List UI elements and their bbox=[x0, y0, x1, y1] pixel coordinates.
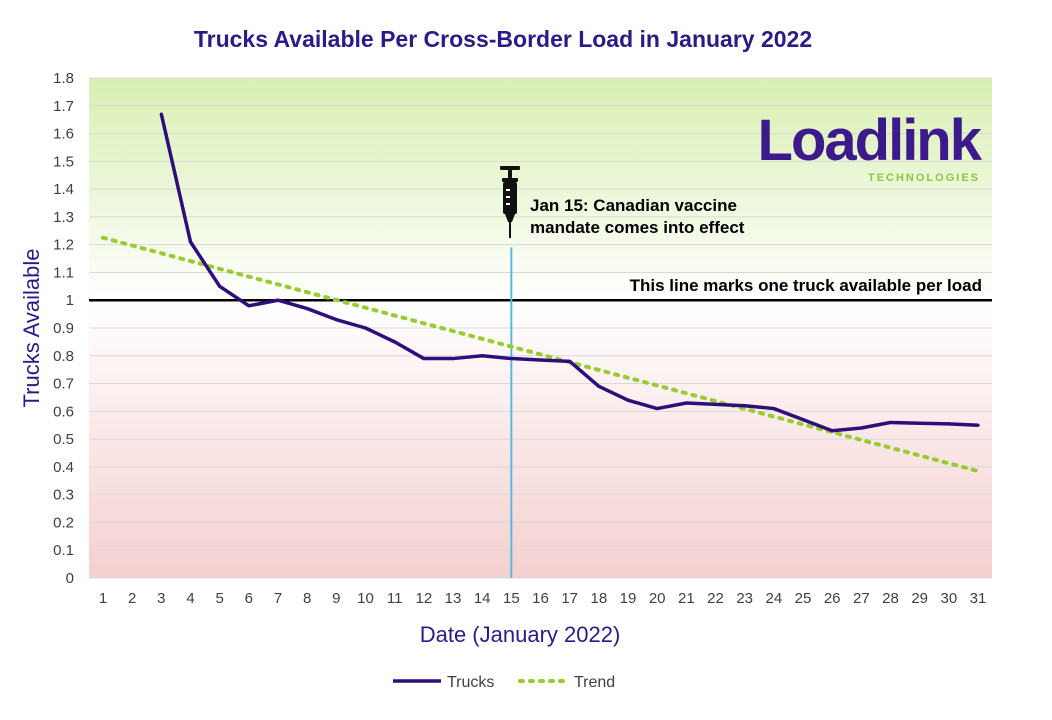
x-tick-label: 19 bbox=[620, 590, 637, 607]
reference-line-label: This line marks one truck available per … bbox=[630, 276, 982, 295]
y-tick-label: 0 bbox=[66, 570, 74, 587]
y-tick-label: 0.7 bbox=[53, 376, 74, 393]
x-tick-label: 26 bbox=[824, 590, 841, 607]
y-tick-label: 1.1 bbox=[53, 264, 74, 281]
x-tick-label: 8 bbox=[303, 590, 311, 607]
x-tick-label: 17 bbox=[561, 590, 578, 607]
x-tick-label: 6 bbox=[245, 590, 253, 607]
trucks-data-point bbox=[363, 326, 368, 330]
trucks-data-point bbox=[159, 112, 163, 116]
x-tick-label: 21 bbox=[678, 590, 695, 607]
trucks-data-point bbox=[188, 240, 193, 244]
trucks-data-point bbox=[597, 384, 601, 388]
x-tick-label: 7 bbox=[274, 590, 282, 607]
y-tick-label: 1.7 bbox=[53, 98, 74, 115]
x-tick-label: 12 bbox=[415, 590, 432, 607]
y-tick-label: 0.4 bbox=[53, 459, 74, 476]
x-tick-label: 10 bbox=[357, 590, 374, 607]
trucks-data-point bbox=[743, 404, 747, 408]
y-axis-ticks: 0 0.1 0.2 0.3 0.4 0.5 0.6 0.7 0.8 0.9 1 1.1 1.2 1.3 1.… bbox=[53, 70, 74, 587]
y-tick-label: 0.8 bbox=[53, 348, 74, 365]
y-tick-label: 1.5 bbox=[53, 153, 74, 170]
trucks-data-point bbox=[334, 318, 338, 322]
x-tick-label: 18 bbox=[590, 590, 607, 607]
trucks-data-point bbox=[830, 429, 834, 433]
y-axis-title: Trucks Available bbox=[19, 249, 44, 408]
y-tick-label: 1.3 bbox=[53, 209, 74, 226]
y-tick-label: 0.5 bbox=[53, 431, 74, 448]
trucks-data-point bbox=[247, 304, 251, 308]
x-tick-label: 5 bbox=[215, 590, 223, 607]
trucks-data-point bbox=[684, 401, 688, 405]
trucks-data-point bbox=[888, 420, 893, 425]
trucks-data-point bbox=[393, 340, 397, 344]
trucks-data-point bbox=[655, 406, 659, 411]
trucks-points bbox=[159, 112, 980, 433]
y-tick-label: 0.6 bbox=[53, 403, 74, 420]
x-tick-label: 22 bbox=[707, 590, 724, 607]
x-tick-label: 14 bbox=[474, 590, 491, 607]
trucks-data-point bbox=[218, 284, 222, 288]
x-tick-label: 13 bbox=[445, 590, 462, 607]
event-annotation-line1: Jan 15: Canadian vaccine bbox=[530, 196, 737, 215]
chart-title: Trucks Available Per Cross-Border Load i… bbox=[193, 26, 813, 52]
trucks-data-point bbox=[626, 398, 630, 402]
grid-lines bbox=[89, 77, 992, 579]
x-tick-label: 31 bbox=[970, 590, 987, 607]
x-tick-label: 1 bbox=[99, 590, 107, 607]
trucks-data-point bbox=[918, 421, 922, 425]
event-annotation-line2: mandate comes into effect bbox=[530, 218, 745, 237]
legend-trend-label: Trend bbox=[574, 674, 615, 691]
trucks-data-point bbox=[772, 406, 776, 411]
trucks-data-point bbox=[480, 354, 484, 358]
loadlink-logo: Loadlink TECHNOLOGIES bbox=[758, 108, 985, 184]
x-tick-label: 11 bbox=[387, 590, 403, 607]
x-axis-title: Date (January 2022) bbox=[420, 622, 621, 647]
trucks-data-point bbox=[947, 422, 951, 426]
x-tick-label: 9 bbox=[332, 590, 340, 607]
y-tick-label: 1.8 bbox=[53, 70, 74, 87]
logo-subtitle: TECHNOLOGIES bbox=[868, 172, 980, 184]
x-tick-label: 24 bbox=[765, 590, 782, 607]
x-tick-label: 3 bbox=[157, 590, 165, 607]
x-tick-label: 4 bbox=[186, 590, 194, 607]
x-tick-label: 27 bbox=[853, 590, 870, 607]
x-tick-label: 16 bbox=[532, 590, 549, 607]
trucks-data-point bbox=[568, 359, 572, 363]
y-tick-label: 0.2 bbox=[53, 514, 74, 531]
trucks-data-point bbox=[976, 423, 980, 427]
logo-wordmark: Loadlink bbox=[758, 108, 983, 173]
x-tick-label: 30 bbox=[940, 590, 957, 607]
trucks-data-point bbox=[509, 356, 513, 361]
x-tick-label: 15 bbox=[503, 590, 520, 607]
trucks-data-point bbox=[859, 426, 863, 430]
y-tick-label: 1.4 bbox=[53, 181, 74, 198]
legend-trucks-label: Trucks bbox=[447, 674, 494, 691]
legend: Trucks Trend bbox=[393, 674, 615, 691]
trucks-data-point bbox=[713, 402, 718, 406]
x-tick-label: 23 bbox=[736, 590, 753, 607]
syringe-icon bbox=[500, 166, 520, 238]
trucks-data-point bbox=[276, 298, 280, 302]
y-tick-label: 0.3 bbox=[53, 487, 74, 504]
trucks-data-point bbox=[422, 356, 426, 361]
x-tick-label: 20 bbox=[649, 590, 666, 607]
x-tick-label: 29 bbox=[911, 590, 928, 607]
x-axis-ticks: 1 2 3 4 5 6 7 8 9 10 11 12 13 14 15 16 17 18 19 20 21 22 23 24 2… bbox=[99, 590, 987, 607]
y-tick-label: 1.6 bbox=[53, 126, 74, 143]
y-tick-label: 1 bbox=[66, 292, 74, 309]
y-tick-label: 1.2 bbox=[53, 237, 74, 254]
y-tick-label: 0.9 bbox=[53, 320, 74, 337]
x-tick-label: 25 bbox=[795, 590, 812, 607]
trucks-data-point bbox=[801, 418, 805, 422]
trucks-data-point bbox=[305, 306, 309, 311]
y-tick-label: 0.1 bbox=[53, 542, 74, 559]
trucks-data-point bbox=[451, 356, 455, 361]
trucks-data-point bbox=[538, 358, 543, 362]
x-tick-label: 2 bbox=[128, 590, 136, 607]
x-tick-label: 28 bbox=[882, 590, 899, 607]
